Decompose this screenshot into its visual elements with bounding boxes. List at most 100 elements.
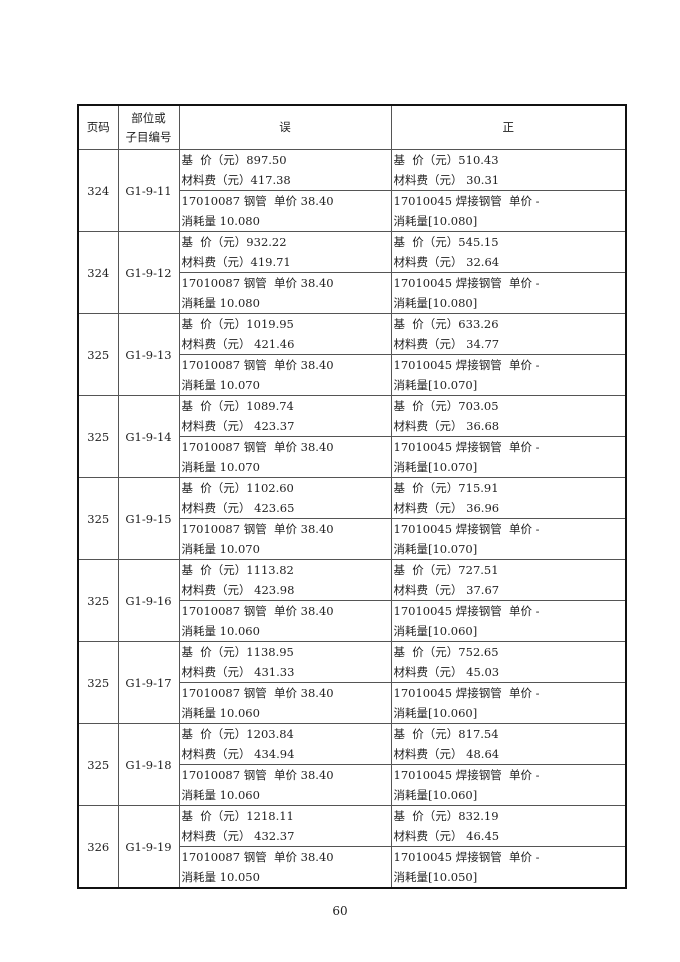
wrong-price-cell-line: 基 价（元）1113.82	[181, 563, 294, 577]
header-right: 正	[390, 104, 627, 150]
right-price-cell-line: 材料费（元） 48.64	[393, 747, 500, 761]
page-cell: 326	[77, 805, 119, 889]
right-price-cell: 基 价（元）817.54 材料费（元） 48.64	[390, 723, 627, 765]
wrong-material-cell: 17010087 钢管 单价 38.40 消耗量 10.060	[178, 682, 392, 724]
right-price-cell-line: 材料费（元） 32.64	[393, 255, 500, 269]
wrong-price-cell: 基 价（元）1113.82 材料费（元） 423.98	[178, 559, 392, 601]
wrong-price-cell-line: 材料费（元） 423.65	[181, 501, 295, 515]
table-row: 324 G1-9-11 基 价（元）897.50 材料费（元）417.38 基 价（元）…	[77, 149, 627, 232]
wrong-material-cell: 17010087 钢管 单价 38.40 消耗量 10.070	[178, 354, 392, 396]
right-material-cell-line: 17010045 焊接钢管 单价 -	[393, 604, 540, 618]
wrong-price-cell-line: 材料费（元） 423.98	[181, 583, 295, 597]
wrong-material-cell: 17010087 钢管 单价 38.40 消耗量 10.060	[178, 764, 392, 806]
wrong-material-cell: 17010087 钢管 单价 38.40 消耗量 10.070	[178, 436, 392, 478]
right-material-cell-line: 17010045 焊接钢管 单价 -	[393, 440, 540, 454]
wrong-material-cell-line: 17010087 钢管 单价 38.40	[181, 604, 334, 618]
right-material-cell-line: 17010045 焊接钢管 单价 -	[393, 768, 540, 782]
table-subrow: 17010087 钢管 单价 38.40 消耗量 10.060 17010045 焊…	[78, 764, 627, 806]
right-material-cell-line: 17010045 焊接钢管 单价 -	[393, 522, 540, 536]
wrong-material-cell-line: 消耗量 10.060	[181, 624, 260, 638]
wrong-price-cell: 基 价（元）932.22 材料费（元）419.71	[178, 231, 392, 273]
wrong-material-cell-line: 消耗量 10.070	[181, 460, 260, 474]
right-price-cell: 基 价（元）545.15 材料费（元） 32.64	[390, 231, 627, 273]
wrong-material-cell-line: 消耗量 10.070	[181, 378, 260, 392]
page-cell: 324	[77, 231, 119, 314]
table-row: 326 G1-9-19 基 价（元）1218.11 材料费（元） 432.37 基 价（…	[77, 805, 627, 889]
right-material-cell-line: 17010045 焊接钢管 单价 -	[393, 686, 540, 700]
code-cell: G1-9-14	[117, 395, 180, 478]
wrong-material-cell: 17010087 钢管 单价 38.40 消耗量 10.080	[178, 272, 392, 314]
right-price-cell: 基 价（元）715.91 材料费（元） 36.96	[390, 477, 627, 519]
right-price-cell-line: 材料费（元） 30.31	[393, 173, 500, 187]
table-row: 325 G1-9-17 基 价（元）1138.95 材料费（元） 431.33 基 价（…	[77, 641, 627, 724]
page-cell: 325	[77, 723, 119, 806]
code-cell: G1-9-18	[117, 723, 180, 806]
wrong-price-cell: 基 价（元）897.50 材料费（元）417.38	[178, 149, 392, 191]
table-row: 324 G1-9-12 基 价（元）932.22 材料费（元）419.71 基 价（元）…	[77, 231, 627, 314]
wrong-price-cell-line: 基 价（元）1019.95	[181, 317, 294, 331]
page-cell: 325	[77, 477, 119, 560]
wrong-price-cell-line: 材料费（元） 421.46	[181, 337, 295, 351]
right-material-cell: 17010045 焊接钢管 单价 - 消耗量[10.070]	[390, 518, 627, 560]
page-cell: 325	[77, 559, 119, 642]
right-price-cell-line: 基 价（元）752.65	[393, 645, 499, 659]
right-price-cell: 基 价（元）832.19 材料费（元） 46.45	[390, 805, 627, 847]
table-subrow: 17010087 钢管 单价 38.40 消耗量 10.070 17010045 焊…	[78, 354, 627, 396]
wrong-material-cell: 17010087 钢管 单价 38.40 消耗量 10.050	[178, 846, 392, 889]
wrong-price-cell: 基 价（元）1203.84 材料费（元） 434.94	[178, 723, 392, 765]
right-price-cell-line: 基 价（元）727.51	[393, 563, 499, 577]
wrong-material-cell-line: 17010087 钢管 单价 38.40	[181, 850, 334, 864]
wrong-price-cell-line: 基 价（元）1102.60	[181, 481, 294, 495]
right-material-cell-line: 17010045 焊接钢管 单价 -	[393, 276, 540, 290]
wrong-price-cell-line: 基 价（元）1138.95	[181, 645, 294, 659]
right-material-cell-line: 17010045 焊接钢管 单价 -	[393, 194, 540, 208]
right-price-cell: 基 价（元）727.51 材料费（元） 37.67	[390, 559, 627, 601]
wrong-material-cell-line: 消耗量 10.060	[181, 706, 260, 720]
wrong-price-cell-line: 材料费（元）417.38	[181, 173, 291, 187]
right-price-cell-line: 材料费（元） 36.68	[393, 419, 500, 433]
wrong-material-cell: 17010087 钢管 单价 38.40 消耗量 10.060	[178, 600, 392, 642]
wrong-material-cell-line: 消耗量 10.070	[181, 542, 260, 556]
wrong-price-cell-line: 材料费（元） 434.94	[181, 747, 295, 761]
right-material-cell: 17010045 焊接钢管 单价 - 消耗量[10.060]	[390, 682, 627, 724]
right-price-cell-line: 材料费（元） 34.77	[393, 337, 500, 351]
right-price-cell: 基 价（元）752.65 材料费（元） 45.03	[390, 641, 627, 683]
wrong-material-cell-line: 17010087 钢管 单价 38.40	[181, 522, 334, 536]
wrong-price-cell: 基 价（元）1218.11 材料费（元） 432.37	[178, 805, 392, 847]
code-cell: G1-9-16	[117, 559, 180, 642]
right-price-cell-line: 材料费（元） 36.96	[393, 501, 500, 515]
right-material-cell: 17010045 焊接钢管 单价 - 消耗量[10.080]	[390, 190, 627, 232]
right-material-cell-line: 消耗量[10.060]	[393, 788, 478, 802]
right-price-cell-line: 基 价（元）832.19	[393, 809, 499, 823]
page-cell: 325	[77, 313, 119, 396]
right-price-cell-line: 基 价（元）545.15	[393, 235, 499, 249]
wrong-price-cell-line: 基 价（元）1203.84	[181, 727, 294, 741]
page-cell: 325	[77, 395, 119, 478]
wrong-price-cell: 基 价（元）1102.60 材料费（元） 423.65	[178, 477, 392, 519]
wrong-material-cell: 17010087 钢管 单价 38.40 消耗量 10.080	[178, 190, 392, 232]
header-page: 页码	[77, 104, 119, 150]
table-subrow: 17010087 钢管 单价 38.40 消耗量 10.080 17010045 焊…	[78, 190, 627, 232]
wrong-material-cell-line: 消耗量 10.080	[181, 296, 260, 310]
code-cell: G1-9-17	[117, 641, 180, 724]
right-material-cell-line: 17010045 焊接钢管 单价 -	[393, 850, 540, 864]
header-code-line1: 部位或	[131, 110, 166, 125]
errata-table: 页码 部位或 子目编号 误 正 324 G1-9-11 基 价（元）897.50 材料费…	[77, 104, 627, 889]
right-price-cell: 基 价（元）510.43 材料费（元） 30.31	[390, 149, 627, 191]
right-price-cell-line: 材料费（元） 37.67	[393, 583, 500, 597]
wrong-price-cell: 基 价（元）1138.95 材料费（元） 431.33	[178, 641, 392, 683]
code-cell: G1-9-15	[117, 477, 180, 560]
header-code: 部位或 子目编号	[117, 104, 180, 150]
wrong-material-cell-line: 消耗量 10.050	[181, 870, 260, 884]
right-price-cell-line: 基 价（元）703.05	[393, 399, 499, 413]
right-price-cell-line: 基 价（元）633.26	[393, 317, 499, 331]
wrong-price-cell-line: 材料费（元）419.71	[181, 255, 291, 269]
table-row: 325 G1-9-16 基 价（元）1113.82 材料费（元） 423.98 基 价（…	[77, 559, 627, 642]
wrong-price-cell-line: 基 价（元）932.22	[181, 235, 287, 249]
code-cell: G1-9-19	[117, 805, 180, 889]
right-price-cell: 基 价（元）703.05 材料费（元） 36.68	[390, 395, 627, 437]
wrong-material-cell-line: 消耗量 10.080	[181, 214, 260, 228]
code-cell: G1-9-11	[117, 149, 180, 232]
wrong-price-cell-line: 材料费（元） 423.37	[181, 419, 295, 433]
right-material-cell-line: 消耗量[10.080]	[393, 296, 478, 310]
